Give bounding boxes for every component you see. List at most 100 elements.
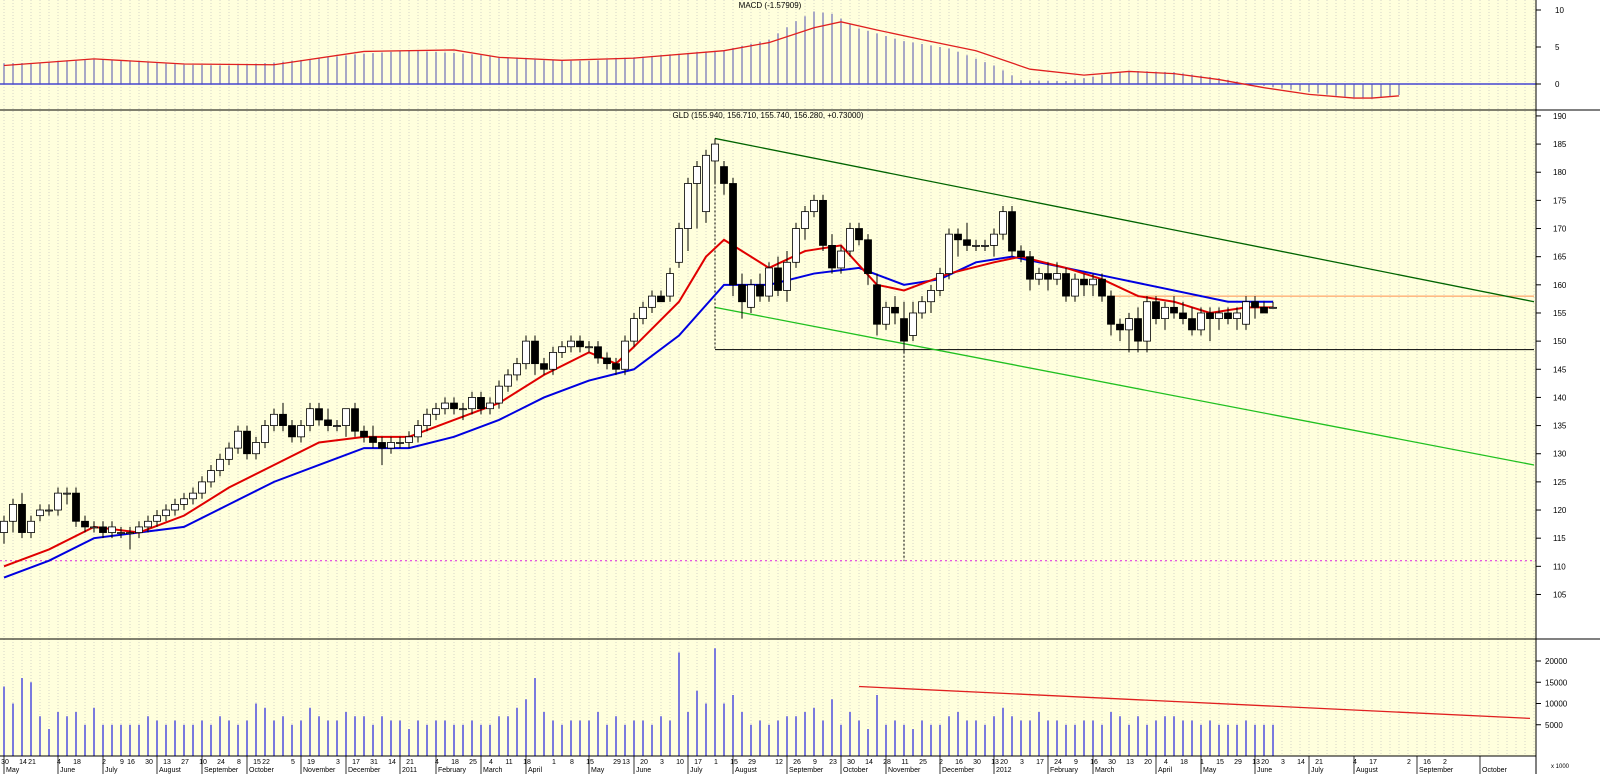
- x-tick-label: 20: [1000, 759, 1008, 766]
- x-month-label: 2011: [402, 767, 417, 774]
- candlestick: [1107, 290, 1115, 336]
- candlestick: [1233, 307, 1241, 330]
- x-tick-label: 17: [1369, 759, 1377, 766]
- candle-body: [90, 526, 98, 529]
- price-title: GLD (155.940, 156.710, 155.740, 156.280,…: [672, 111, 863, 120]
- candle-body: [738, 284, 746, 303]
- candle-body: [1242, 301, 1250, 325]
- candlestick: [477, 391, 485, 415]
- x-month-label: June: [60, 767, 75, 774]
- candlestick: [1035, 267, 1043, 285]
- candle-body: [252, 442, 260, 455]
- x-month-label: November: [888, 767, 921, 774]
- x-month-label: December: [348, 767, 381, 774]
- candle-body: [234, 430, 242, 449]
- candle-body: [720, 166, 728, 184]
- candlestick: [540, 358, 548, 375]
- candle-body: [81, 520, 89, 528]
- candle-body: [873, 284, 881, 325]
- x-tick-label: 9: [813, 759, 817, 766]
- candle-body: [1188, 318, 1196, 331]
- candle-body: [369, 436, 377, 443]
- candlestick: [360, 425, 368, 443]
- candlestick: [324, 408, 332, 432]
- candle-body: [1134, 318, 1142, 342]
- candlestick: [945, 228, 953, 280]
- candle-body: [549, 351, 557, 370]
- candlestick: [261, 419, 269, 449]
- volume-y-tick-label: 15000: [1545, 678, 1568, 687]
- candle-body: [1017, 250, 1025, 258]
- candlestick: [369, 425, 377, 449]
- candlestick: [927, 284, 935, 313]
- candle-body: [855, 228, 863, 241]
- candle-body: [243, 430, 251, 455]
- candle-body: [459, 408, 467, 411]
- candlestick: [864, 234, 872, 285]
- candlestick: [18, 493, 26, 539]
- x-tick-label: 30: [145, 759, 153, 766]
- candle-body: [864, 239, 872, 274]
- channel-trendline: [714, 306, 1535, 466]
- candlestick: [351, 403, 359, 437]
- volume-trendline: [858, 685, 1531, 720]
- candle-body: [630, 318, 638, 342]
- x-tick-label: 9: [120, 759, 124, 766]
- candlestick: [144, 515, 152, 533]
- candlestick: [63, 487, 71, 505]
- candlestick: [873, 273, 881, 336]
- price-y-tick-label: 135: [1553, 422, 1567, 431]
- x-tick-label: 11: [505, 759, 512, 766]
- candlestick: [315, 403, 323, 426]
- candle-body: [927, 290, 935, 303]
- x-tick-label: 30: [1, 759, 9, 766]
- candlestick: [117, 526, 125, 539]
- candle-body: [999, 211, 1007, 235]
- candlestick: [936, 267, 944, 297]
- candle-body: [1080, 278, 1088, 286]
- candle-body: [180, 498, 188, 505]
- price-y-tick-label: 190: [1553, 112, 1567, 121]
- x-tick-label: 11: [901, 759, 908, 766]
- candlestick: [171, 498, 179, 516]
- candle-body: [603, 357, 611, 365]
- x-tick-label: 30: [1108, 759, 1116, 766]
- candle-body: [531, 340, 539, 365]
- candlestick: [729, 177, 737, 297]
- x-tick-label: 8: [237, 759, 241, 766]
- candle-body: [1161, 306, 1169, 320]
- candlestick: [558, 341, 566, 359]
- candle-body: [477, 397, 485, 410]
- candlestick: [891, 296, 899, 325]
- x-tick-label: 15: [1216, 759, 1224, 766]
- x-tick-label: 25: [919, 759, 927, 766]
- candle-body: [846, 228, 854, 252]
- candlestick: [297, 419, 305, 443]
- candle-body: [594, 346, 602, 359]
- candle-body: [711, 143, 719, 162]
- candle-body: [135, 526, 143, 533]
- x-tick-label: 20: [1144, 759, 1152, 766]
- candle-body: [729, 183, 737, 286]
- x-month-label: July: [690, 767, 703, 774]
- candle-body: [1197, 312, 1205, 331]
- candlestick: [1269, 301, 1277, 309]
- price-panel-bg: [0, 110, 1536, 639]
- x-tick-label: 4: [435, 759, 439, 766]
- candlestick: [495, 380, 503, 409]
- candle-body: [306, 408, 314, 426]
- candlestick: [846, 222, 854, 257]
- candle-body: [378, 442, 386, 449]
- x-tick-label: 4: [489, 759, 493, 766]
- x-tick-label: 21: [406, 759, 414, 766]
- candle-body: [279, 413, 287, 426]
- candlestick: [45, 504, 53, 516]
- x-month-label: April: [528, 767, 542, 774]
- x-month-label: September: [204, 767, 239, 774]
- candle-body: [441, 402, 449, 410]
- candlestick: [900, 301, 908, 353]
- candlestick: [1161, 301, 1169, 330]
- candlestick: [486, 397, 494, 415]
- candle-body: [1152, 301, 1160, 320]
